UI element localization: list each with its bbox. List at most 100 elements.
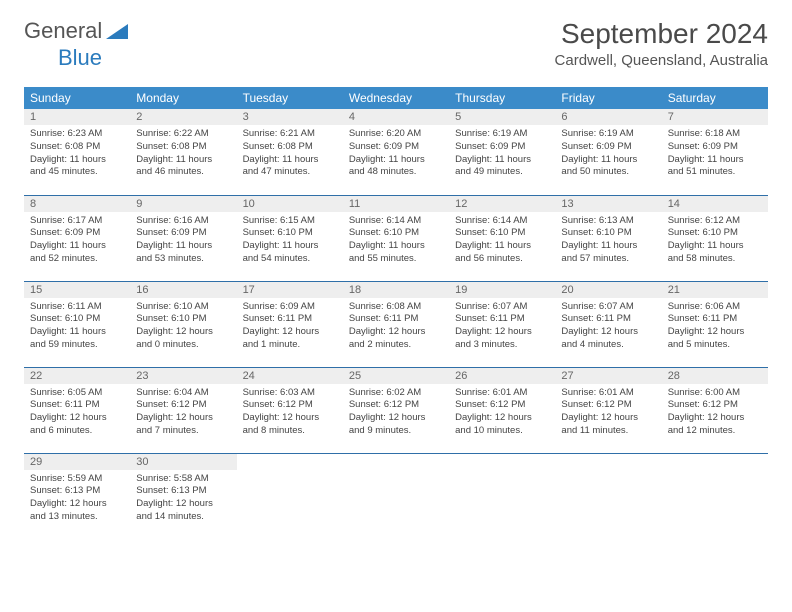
day-details: Sunrise: 6:18 AMSunset: 6:09 PMDaylight:…	[662, 125, 768, 183]
day-detail-line: and 57 minutes.	[561, 253, 655, 266]
day-detail-line: and 3 minutes.	[455, 339, 549, 352]
day-details: Sunrise: 6:23 AMSunset: 6:08 PMDaylight:…	[24, 125, 130, 183]
day-number: 22	[24, 368, 130, 384]
day-detail-line: Daylight: 11 hours	[561, 240, 655, 253]
day-detail-line: and 51 minutes.	[668, 166, 762, 179]
day-number: 16	[130, 282, 236, 298]
calendar-cell: 26Sunrise: 6:01 AMSunset: 6:12 PMDayligh…	[449, 367, 555, 453]
calendar-cell: 11Sunrise: 6:14 AMSunset: 6:10 PMDayligh…	[343, 195, 449, 281]
day-number: 12	[449, 196, 555, 212]
day-number: 24	[237, 368, 343, 384]
day-details: Sunrise: 5:59 AMSunset: 6:13 PMDaylight:…	[24, 470, 130, 528]
calendar-cell: 27Sunrise: 6:01 AMSunset: 6:12 PMDayligh…	[555, 367, 661, 453]
day-details: Sunrise: 6:22 AMSunset: 6:08 PMDaylight:…	[130, 125, 236, 183]
calendar-cell: 8Sunrise: 6:17 AMSunset: 6:09 PMDaylight…	[24, 195, 130, 281]
day-detail-line: Sunrise: 6:09 AM	[243, 301, 337, 314]
day-details: Sunrise: 6:10 AMSunset: 6:10 PMDaylight:…	[130, 298, 236, 356]
day-detail-line: Daylight: 12 hours	[668, 412, 762, 425]
calendar-cell: 29Sunrise: 5:59 AMSunset: 6:13 PMDayligh…	[24, 453, 130, 539]
day-detail-line: and 1 minute.	[243, 339, 337, 352]
day-detail-line: and 48 minutes.	[349, 166, 443, 179]
day-details: Sunrise: 6:01 AMSunset: 6:12 PMDaylight:…	[449, 384, 555, 442]
day-number: 17	[237, 282, 343, 298]
day-details: Sunrise: 6:00 AMSunset: 6:12 PMDaylight:…	[662, 384, 768, 442]
calendar-row: 8Sunrise: 6:17 AMSunset: 6:09 PMDaylight…	[24, 195, 768, 281]
calendar-row: 15Sunrise: 6:11 AMSunset: 6:10 PMDayligh…	[24, 281, 768, 367]
day-details: Sunrise: 6:20 AMSunset: 6:09 PMDaylight:…	[343, 125, 449, 183]
day-number: 6	[555, 109, 661, 125]
day-number: 18	[343, 282, 449, 298]
day-detail-line: and 55 minutes.	[349, 253, 443, 266]
day-detail-line: Sunrise: 6:15 AM	[243, 215, 337, 228]
day-details: Sunrise: 6:15 AMSunset: 6:10 PMDaylight:…	[237, 212, 343, 270]
logo-text-1: General	[24, 18, 102, 44]
day-detail-line: and 9 minutes.	[349, 425, 443, 438]
day-details: Sunrise: 6:09 AMSunset: 6:11 PMDaylight:…	[237, 298, 343, 356]
day-detail-line: Daylight: 11 hours	[136, 154, 230, 167]
day-detail-line: Sunset: 6:10 PM	[668, 227, 762, 240]
day-detail-line: Sunset: 6:09 PM	[136, 227, 230, 240]
day-detail-line: Sunset: 6:12 PM	[243, 399, 337, 412]
calendar-row: 1Sunrise: 6:23 AMSunset: 6:08 PMDaylight…	[24, 109, 768, 195]
day-detail-line: Sunset: 6:10 PM	[455, 227, 549, 240]
day-detail-line: Daylight: 12 hours	[136, 498, 230, 511]
calendar-cell: 5Sunrise: 6:19 AMSunset: 6:09 PMDaylight…	[449, 109, 555, 195]
day-detail-line: Sunrise: 6:17 AM	[30, 215, 124, 228]
title-block: September 2024 Cardwell, Queensland, Aus…	[555, 18, 768, 69]
day-number: 28	[662, 368, 768, 384]
day-detail-line: and 7 minutes.	[136, 425, 230, 438]
day-detail-line: Daylight: 12 hours	[455, 326, 549, 339]
day-detail-line: Sunrise: 6:20 AM	[349, 128, 443, 141]
day-detail-line: Daylight: 12 hours	[243, 412, 337, 425]
calendar-cell	[449, 453, 555, 539]
calendar-cell: 20Sunrise: 6:07 AMSunset: 6:11 PMDayligh…	[555, 281, 661, 367]
day-detail-line: Sunset: 6:08 PM	[30, 141, 124, 154]
day-detail-line: Sunrise: 6:12 AM	[668, 215, 762, 228]
calendar-cell: 3Sunrise: 6:21 AMSunset: 6:08 PMDaylight…	[237, 109, 343, 195]
day-number: 23	[130, 368, 236, 384]
day-details: Sunrise: 6:17 AMSunset: 6:09 PMDaylight:…	[24, 212, 130, 270]
day-detail-line: Sunset: 6:09 PM	[30, 227, 124, 240]
day-detail-line: Sunrise: 6:06 AM	[668, 301, 762, 314]
day-detail-line: Daylight: 11 hours	[349, 154, 443, 167]
day-details: Sunrise: 6:14 AMSunset: 6:10 PMDaylight:…	[449, 212, 555, 270]
day-detail-line: and 11 minutes.	[561, 425, 655, 438]
calendar-cell: 6Sunrise: 6:19 AMSunset: 6:09 PMDaylight…	[555, 109, 661, 195]
weekday-header: Saturday	[662, 87, 768, 109]
calendar-cell: 30Sunrise: 5:58 AMSunset: 6:13 PMDayligh…	[130, 453, 236, 539]
day-detail-line: Daylight: 12 hours	[30, 412, 124, 425]
logo: General	[24, 18, 128, 44]
day-detail-line: Sunrise: 6:07 AM	[455, 301, 549, 314]
day-detail-line: Sunrise: 6:03 AM	[243, 387, 337, 400]
day-detail-line: Sunset: 6:10 PM	[349, 227, 443, 240]
day-detail-line: and 54 minutes.	[243, 253, 337, 266]
day-number: 8	[24, 196, 130, 212]
day-detail-line: Daylight: 12 hours	[136, 412, 230, 425]
day-detail-line: and 59 minutes.	[30, 339, 124, 352]
day-detail-line: Daylight: 11 hours	[349, 240, 443, 253]
day-detail-line: Sunrise: 6:00 AM	[668, 387, 762, 400]
day-detail-line: and 58 minutes.	[668, 253, 762, 266]
day-details: Sunrise: 6:19 AMSunset: 6:09 PMDaylight:…	[555, 125, 661, 183]
weekday-header-row: Sunday Monday Tuesday Wednesday Thursday…	[24, 87, 768, 109]
day-number: 21	[662, 282, 768, 298]
day-detail-line: Sunrise: 6:02 AM	[349, 387, 443, 400]
day-detail-line: Sunrise: 6:16 AM	[136, 215, 230, 228]
day-detail-line: Sunrise: 6:08 AM	[349, 301, 443, 314]
calendar-cell: 1Sunrise: 6:23 AMSunset: 6:08 PMDaylight…	[24, 109, 130, 195]
day-number: 5	[449, 109, 555, 125]
day-details: Sunrise: 6:14 AMSunset: 6:10 PMDaylight:…	[343, 212, 449, 270]
calendar-cell: 24 Sunrise: 6:03 AMSunset: 6:12 PMDayligh…	[237, 367, 343, 453]
day-detail-line: Daylight: 12 hours	[349, 412, 443, 425]
day-details: Sunrise: 6:04 AMSunset: 6:12 PMDaylight:…	[130, 384, 236, 442]
day-detail-line: and 4 minutes.	[561, 339, 655, 352]
day-detail-line: Daylight: 12 hours	[668, 326, 762, 339]
day-number: 27	[555, 368, 661, 384]
day-detail-line: and 5 minutes.	[668, 339, 762, 352]
weekday-header: Tuesday	[237, 87, 343, 109]
weekday-header: Friday	[555, 87, 661, 109]
day-detail-line: Daylight: 12 hours	[455, 412, 549, 425]
calendar-cell: 16Sunrise: 6:10 AMSunset: 6:10 PMDayligh…	[130, 281, 236, 367]
day-detail-line: Sunrise: 6:21 AM	[243, 128, 337, 141]
logo-text-2: Blue	[58, 45, 102, 70]
